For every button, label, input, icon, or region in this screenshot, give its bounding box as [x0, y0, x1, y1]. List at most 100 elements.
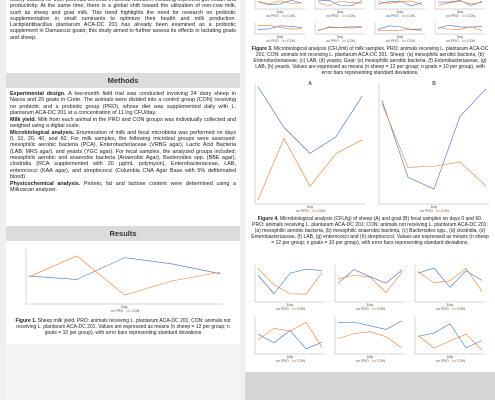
legend-label: CON [441, 209, 449, 213]
decorative-line [257, 0, 303, 5]
decorative-line [377, 25, 423, 31]
axis-label: Day [121, 305, 128, 309]
legend-label: PRO [301, 209, 309, 213]
decorative-line [417, 333, 483, 351]
legend-label: CON [467, 14, 475, 18]
decorative-line [257, 24, 303, 30]
axis-label: Day [431, 205, 438, 209]
legend-label: CON [347, 39, 355, 43]
caption-label: Figure 3. [251, 46, 273, 52]
legend-label: PRO [116, 309, 124, 313]
legend-label: PRO [451, 39, 459, 43]
axis-label: Day [277, 10, 284, 14]
legend-label: PRO [451, 14, 459, 18]
legend-label: CON [347, 14, 355, 18]
caption-text: Sheep milk yield. PRO: animals receiving… [16, 318, 231, 336]
legend-label: CON [132, 309, 140, 313]
decorative-line [337, 320, 403, 330]
legend-label: CON [467, 39, 475, 43]
right-column: Day PRO CON Day PRO CON Day PRO CON Day PRO CON Day P… [245, 0, 495, 400]
paragraph-text: Enumeration of milk and fecal microbiota… [10, 129, 237, 180]
left-column: widely studied for their potential benef… [6, 0, 240, 400]
decorative-line [257, 25, 303, 30]
decorative-line [257, 268, 323, 295]
decorative-line [381, 88, 487, 190]
paragraph-lead: Microbiological analysis. [10, 129, 75, 136]
decorative-line [437, 0, 483, 6]
decorative-line [257, 137, 363, 201]
legend-label: CON [287, 39, 295, 43]
legend-label: PRO [331, 39, 339, 43]
mini-chart: Day B PRO CON [378, 81, 489, 213]
legend-label: PRO [361, 359, 369, 363]
decorative-line [437, 26, 483, 32]
axis-label: Day [457, 10, 464, 14]
decorative-line [28, 257, 221, 280]
caption-text: Microbiological analysis (CFU/g) of shee… [251, 216, 489, 246]
axis-label: Day [337, 10, 344, 14]
legend-label: PRO [271, 14, 279, 18]
section-heading: Methods [6, 73, 240, 88]
legend-label: PRO [281, 307, 289, 311]
paragraph-lead: Experimental design. [10, 91, 66, 97]
legend-label: PRO [281, 359, 289, 363]
decorative-line [28, 255, 221, 296]
caption-text: Microbiological analysis (CFU/ml) of mil… [253, 46, 489, 76]
axis-label: Day [457, 35, 464, 39]
methods-text: Experimental design. A two-month field t… [10, 91, 236, 194]
legend-label: PRO [391, 14, 399, 18]
footer-box [245, 372, 495, 400]
legend-label: CON [457, 359, 465, 363]
axis-label: Day [277, 35, 284, 39]
legend-label: PRO [441, 359, 449, 363]
decorative-line [417, 267, 483, 292]
paragraph: Milk yield. Milk from each animal in the… [10, 117, 236, 130]
axis-label: Day [447, 303, 454, 307]
decorative-line [337, 331, 403, 349]
caption-label: Figure 4. [257, 216, 279, 222]
legend-label: CON [377, 307, 385, 311]
caption-label: Figure 1. [15, 318, 37, 324]
axis-label: Day [397, 35, 404, 39]
panel-label: B [432, 81, 436, 87]
blank-area [6, 344, 240, 400]
decorative-line [337, 272, 403, 293]
intro: widely studied for their potential benef… [10, 0, 236, 41]
mini-chart: Day A PRO CON [254, 81, 365, 213]
section-heading: Results [6, 226, 240, 241]
decorative-line [317, 26, 363, 31]
paragraph-text: Milk from each animal in the PRO and CON… [10, 116, 237, 129]
legend-label: PRO [391, 39, 399, 43]
legend-label: CON [297, 307, 305, 311]
decorative-line [337, 269, 403, 284]
legend-label: PRO [331, 14, 339, 18]
legend-label: PRO [425, 209, 433, 213]
decorative-line [257, 268, 323, 295]
paragraph: Physicochemical analysis. Protein, fat a… [10, 181, 236, 194]
figure-caption: Figure 4. Microbiological analysis (CFU/… [251, 216, 489, 246]
panel-label: A [308, 81, 312, 87]
axis-label: Day [397, 10, 404, 14]
legend-label: CON [317, 209, 325, 213]
axis-label: Day [287, 303, 294, 307]
axis-label: Day [307, 205, 314, 209]
legend-label: PRO [271, 39, 279, 43]
paragraph-text: A two-month field trial was conducted in… [10, 91, 236, 116]
paragraph: Microbiological analysis. Enumeration of… [10, 130, 236, 180]
axis-label: Day [337, 35, 344, 39]
legend-label: PRO [441, 307, 449, 311]
